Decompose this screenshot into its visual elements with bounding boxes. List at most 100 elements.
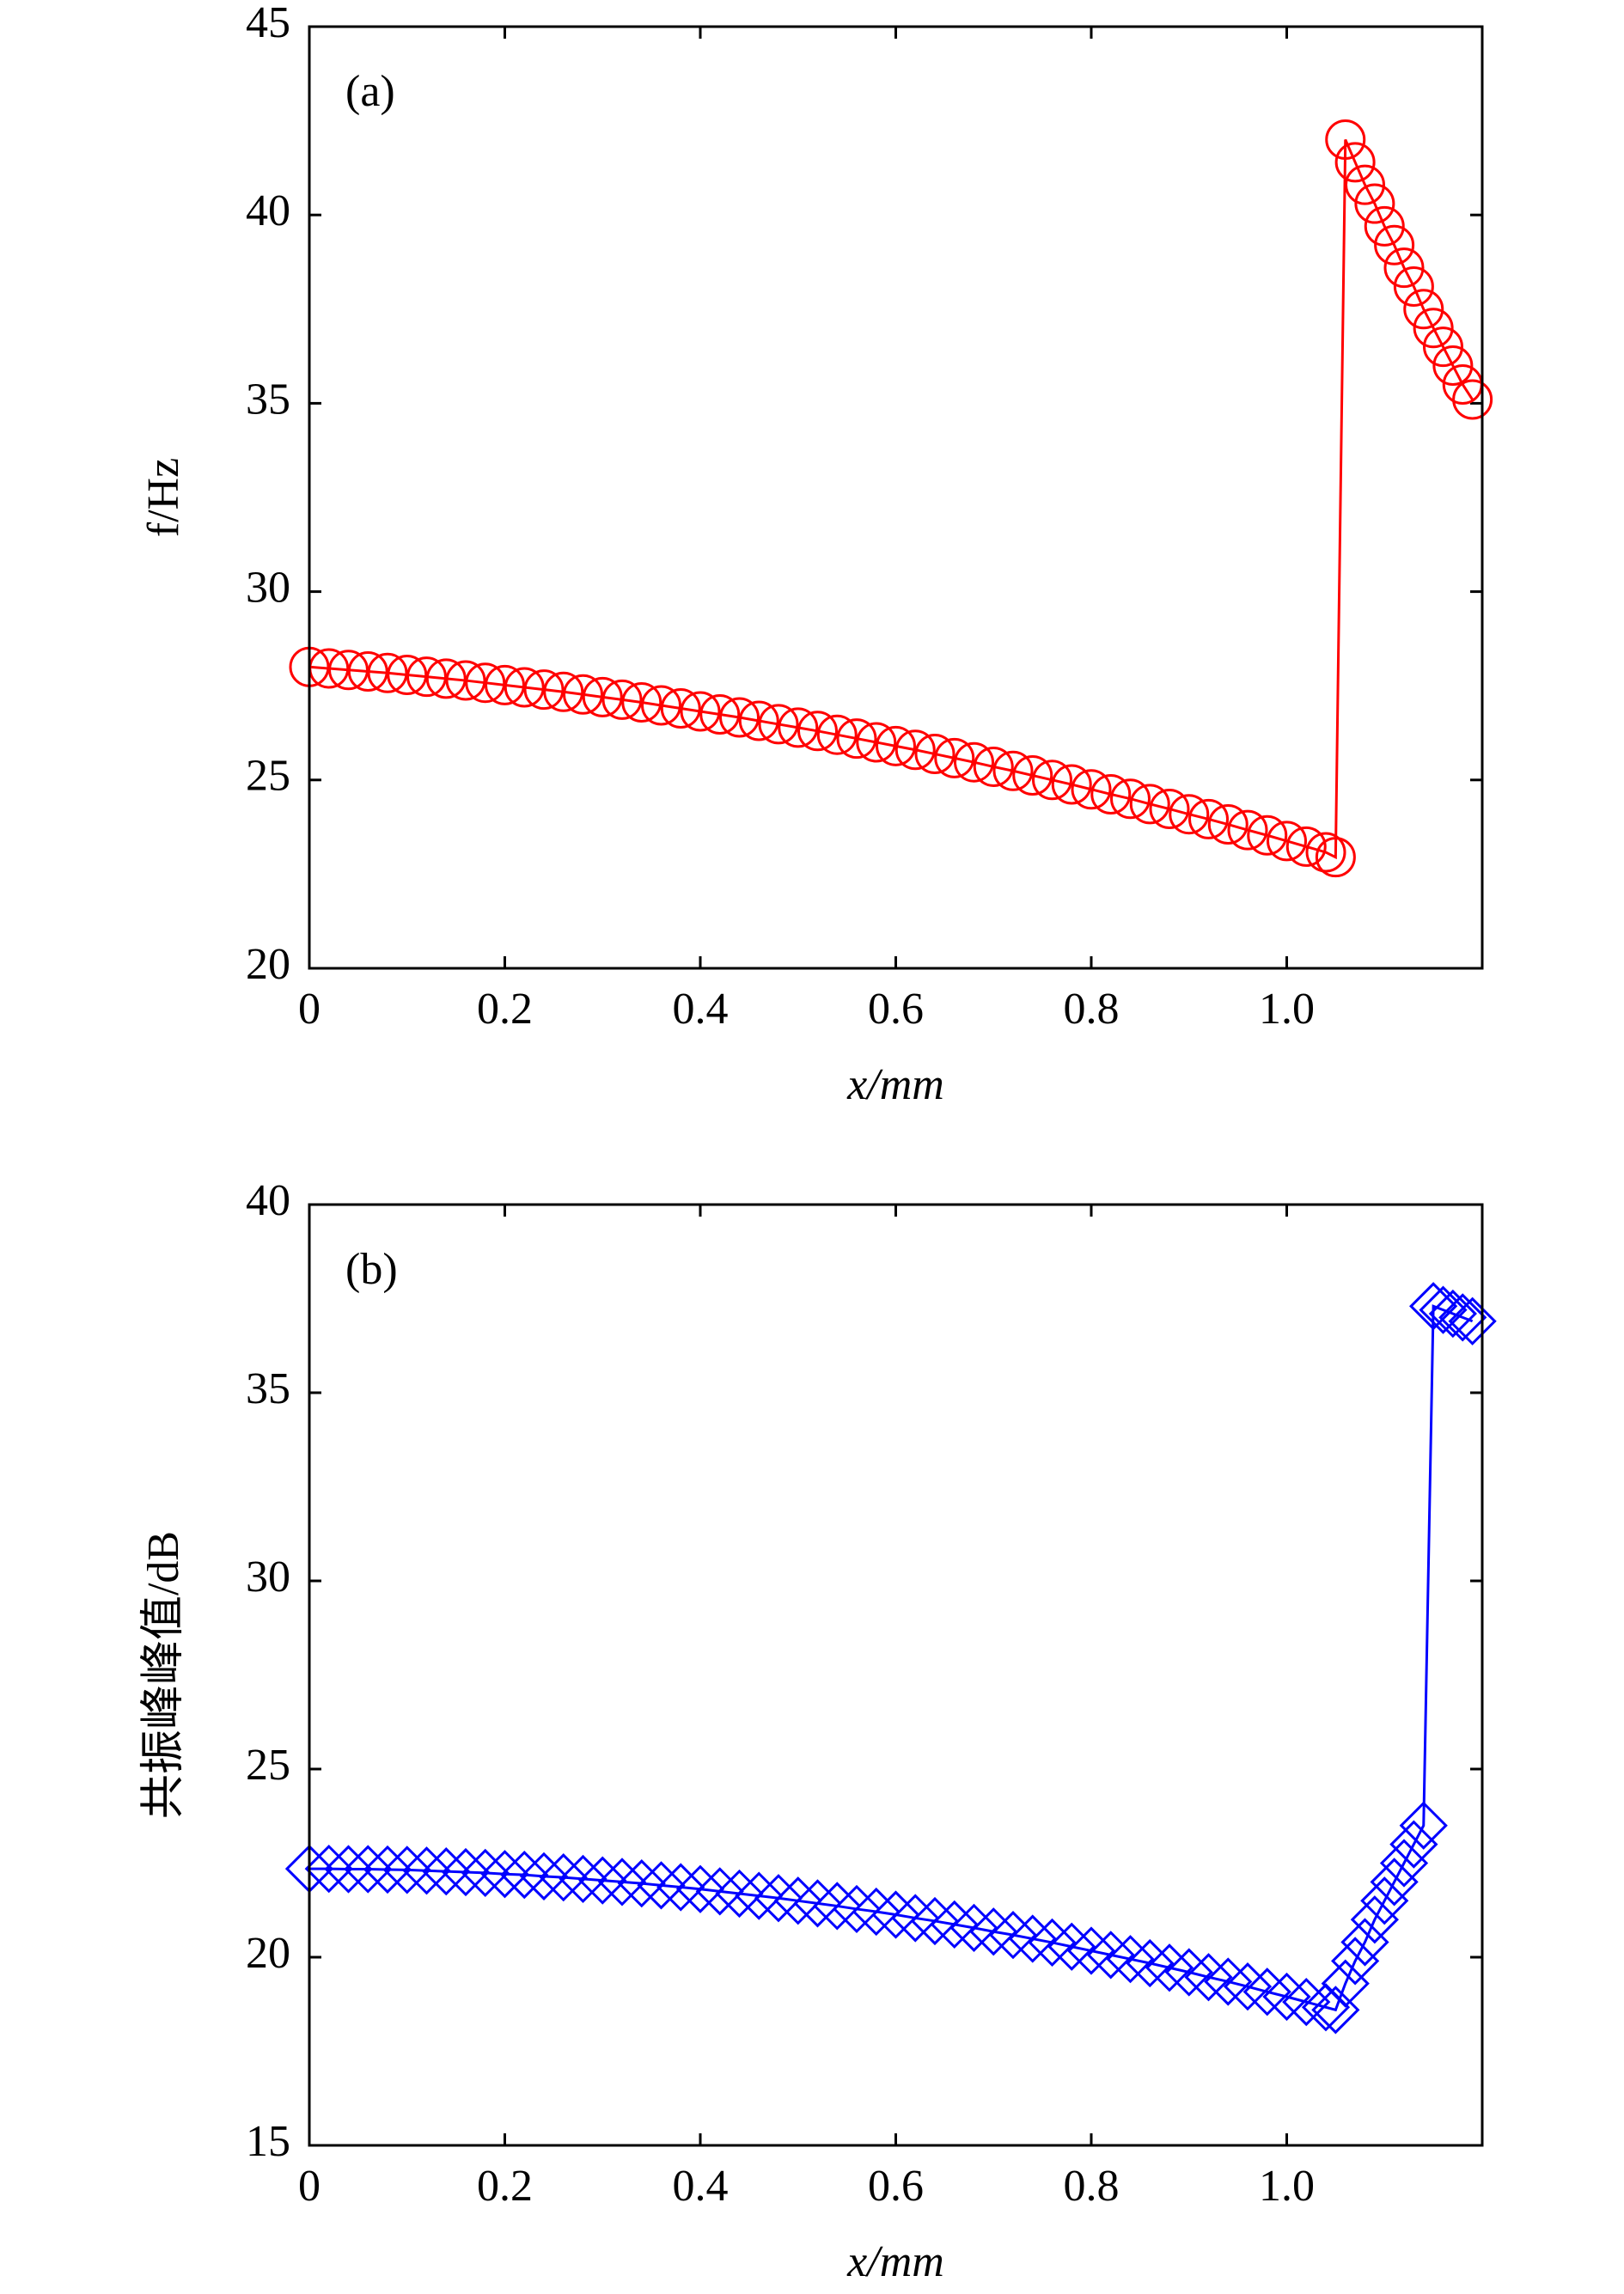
marker: [797, 711, 838, 752]
marker: [988, 1911, 1038, 1960]
x-tick-label: 0.6: [868, 2162, 924, 2211]
marker: [1393, 265, 1434, 307]
marker: [699, 694, 741, 735]
marker: [461, 1848, 510, 1898]
marker: [1285, 826, 1327, 867]
marker: [425, 658, 467, 699]
marker: [1267, 821, 1307, 862]
y-tick-label: 20: [246, 1929, 290, 1978]
marker: [1409, 1282, 1458, 1331]
marker: [1364, 205, 1405, 247]
marker: [1311, 1986, 1360, 2035]
x-tick-label: 0.2: [477, 2162, 533, 2211]
x-tick-label: 0.2: [477, 985, 533, 1034]
x-axis-label: x/mm: [846, 1060, 944, 1109]
marker: [1066, 1926, 1116, 1975]
marker: [597, 1858, 647, 1907]
marker: [680, 691, 721, 732]
marker: [1126, 1938, 1175, 1988]
plot-frame: [308, 25, 1484, 970]
marker: [1169, 794, 1210, 835]
marker: [485, 664, 525, 705]
marker: [1423, 326, 1463, 368]
marker: [1432, 345, 1474, 387]
marker: [1188, 798, 1229, 839]
marker: [1301, 1983, 1351, 2032]
plot-frame: [308, 1203, 1484, 2147]
y-tick-label: 25: [246, 752, 290, 801]
x-tick-label: 1.0: [1259, 2162, 1315, 2211]
marker: [1227, 809, 1268, 851]
marker: [563, 674, 603, 715]
marker: [1110, 778, 1151, 820]
panel-label: (b): [345, 1245, 398, 1294]
marker: [1032, 760, 1072, 801]
marker: [1374, 224, 1415, 265]
marker: [304, 1844, 353, 1894]
marker: [1247, 814, 1288, 856]
y-tick-label: 30: [246, 1553, 290, 1602]
marker: [578, 1856, 627, 1905]
marker: [1047, 1922, 1096, 1971]
marker: [1129, 784, 1170, 825]
marker: [445, 660, 486, 701]
marker: [1438, 1293, 1487, 1342]
marker: [816, 714, 858, 755]
marker: [422, 1847, 471, 1896]
marker: [344, 1845, 393, 1894]
marker: [1354, 183, 1395, 224]
marker: [1145, 1943, 1194, 1992]
y-tick-label: 15: [246, 2117, 290, 2166]
marker: [1207, 804, 1249, 845]
marker: [284, 1844, 334, 1894]
marker: [856, 722, 897, 763]
marker: [1071, 769, 1112, 810]
marker: [1008, 1914, 1057, 1963]
x-tick-label: 0: [298, 2162, 321, 2211]
marker: [621, 681, 662, 723]
marker: [1086, 1931, 1135, 1980]
marker: [914, 734, 955, 775]
marker: [1090, 773, 1132, 814]
marker: [367, 652, 408, 693]
marker: [973, 746, 1014, 787]
marker: [1399, 1801, 1448, 1850]
marker: [523, 669, 565, 711]
marker: [934, 737, 975, 778]
y-tick-label: 20: [246, 940, 290, 989]
marker: [465, 662, 506, 704]
marker: [738, 700, 779, 741]
marker: [406, 656, 447, 698]
marker: [1345, 164, 1385, 205]
marker: [480, 1850, 529, 1899]
marker: [441, 1847, 491, 1897]
marker: [539, 1853, 588, 1902]
marker: [519, 1852, 569, 1900]
y-tick-label: 45: [246, 0, 290, 47]
marker: [1452, 379, 1493, 420]
x-tick-label: 0.6: [868, 985, 924, 1034]
x-tick-label: 0.4: [673, 985, 729, 1034]
marker: [1448, 1296, 1497, 1345]
marker: [1321, 1959, 1370, 2008]
marker: [894, 729, 936, 771]
x-tick-label: 0.4: [673, 2162, 729, 2211]
marker: [1204, 1957, 1253, 2006]
x-tick-label: 0.8: [1064, 985, 1120, 1034]
x-axis-label: x/mm: [846, 2237, 944, 2286]
y-axis-label: f/Hz: [139, 458, 188, 537]
marker: [1149, 789, 1190, 830]
marker: [1383, 247, 1425, 289]
y-tick-label: 40: [246, 1176, 290, 1225]
marker: [1340, 1918, 1389, 1967]
marker: [660, 688, 701, 729]
marker: [1403, 289, 1444, 330]
marker: [1305, 832, 1346, 873]
marker: [1106, 1935, 1155, 1984]
y-tick-label: 35: [246, 1364, 290, 1413]
marker: [1325, 119, 1366, 161]
marker: [1419, 1285, 1468, 1334]
y-tick-label: 30: [246, 564, 290, 613]
x-tick-label: 0.8: [1064, 2162, 1120, 2211]
y-tick-label: 35: [246, 375, 290, 424]
